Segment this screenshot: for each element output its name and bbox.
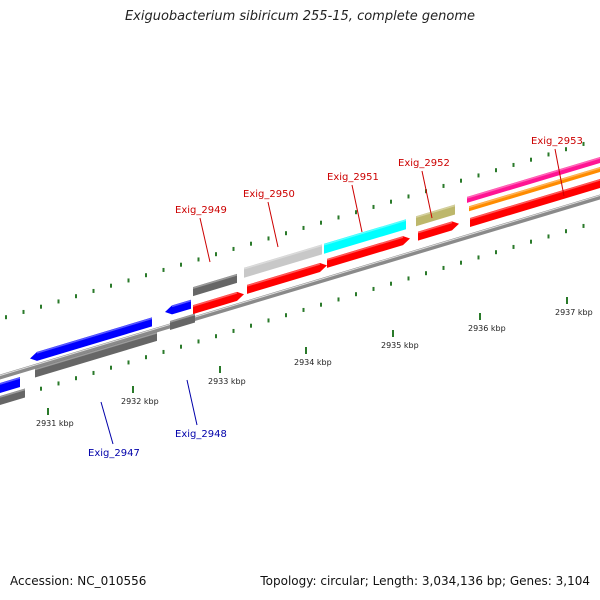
gene-highlight <box>469 179 600 220</box>
gene-highlight <box>192 274 238 289</box>
gene-highlight <box>171 299 192 308</box>
gene-label-leader <box>421 170 433 219</box>
gene-cds-exig-2948[interactable] <box>165 299 191 315</box>
gene-label-leader <box>100 401 114 445</box>
gene-cog-exig-2952[interactable] <box>416 204 455 227</box>
gene-highlight <box>192 292 238 307</box>
map-title: Exiguobacterium sibiricum 255-15, comple… <box>124 9 476 24</box>
accession-text: Accession: NC_010556 <box>10 574 147 588</box>
gene-highlight <box>0 377 21 385</box>
gene-cds-exig-2949[interactable] <box>193 291 244 315</box>
gene-cds-exig-2946[interactable] <box>0 377 20 393</box>
gene-highlight <box>326 236 404 261</box>
genome-summary-text: Topology: circular; Length: 3,034,136 bp… <box>260 574 590 588</box>
gene-label[interactable]: Exig_2947 <box>88 448 140 459</box>
gene-label[interactable]: Exig_2951 <box>327 172 379 183</box>
gene-label-leader <box>199 217 211 263</box>
gene-cog-exig-2949[interactable] <box>193 273 237 297</box>
gene-cds-exig-2952[interactable] <box>418 221 459 241</box>
gene-label[interactable]: Exig_2950 <box>243 189 295 200</box>
gene-cds-exig-2951[interactable] <box>327 236 410 268</box>
gene-label[interactable]: Exig_2949 <box>175 205 227 216</box>
scale-label: 2932 kbp <box>121 397 159 406</box>
gene-cog-exig-2948[interactable] <box>170 313 195 331</box>
gene-highlight <box>323 219 407 246</box>
gene-cds-exig-2947[interactable] <box>30 317 152 361</box>
scale-label: 2933 kbp <box>208 377 246 386</box>
gene-label[interactable]: Exig_2952 <box>398 158 450 169</box>
gene-highlight <box>466 157 600 199</box>
gene-cog-exig-2953-magenta[interactable] <box>467 157 600 203</box>
gene-label[interactable]: Exig_2953 <box>531 136 583 147</box>
gene-label-leader <box>351 184 363 233</box>
scale-label: 2935 kbp <box>381 341 419 350</box>
gene-label-leader <box>186 379 198 426</box>
gene-cds-exig-2950[interactable] <box>247 263 327 294</box>
gene-cog-exig-2946[interactable] <box>0 388 25 406</box>
gene-highlight <box>243 244 323 270</box>
gene-cog-exig-2953-orange[interactable] <box>469 167 600 212</box>
gene-highlight <box>36 317 153 354</box>
gene-highlight <box>415 204 456 218</box>
gene-cog-exig-2947[interactable] <box>35 331 157 378</box>
gene-label-leader <box>554 148 565 197</box>
scale-label: 2934 kbp <box>294 358 332 367</box>
gene-cog-exig-2950[interactable] <box>244 244 322 278</box>
scale-label: 2931 kbp <box>36 419 74 428</box>
gene-highlight <box>0 388 26 398</box>
gene-cog-exig-2951[interactable] <box>324 219 406 254</box>
gene-highlight <box>417 221 453 234</box>
gene-highlight <box>246 263 321 287</box>
scale-label: 2936 kbp <box>468 324 506 333</box>
gene-label-leader <box>267 201 279 248</box>
scale-label: 2937 kbp <box>555 308 593 317</box>
gene-cds-exig-2953[interactable] <box>470 179 600 227</box>
backbone-highlight <box>0 195 600 376</box>
gene-highlight <box>169 313 196 323</box>
gene-highlight <box>34 332 158 371</box>
gene-label[interactable]: Exig_2948 <box>175 429 227 440</box>
gene-highlight <box>468 167 600 209</box>
